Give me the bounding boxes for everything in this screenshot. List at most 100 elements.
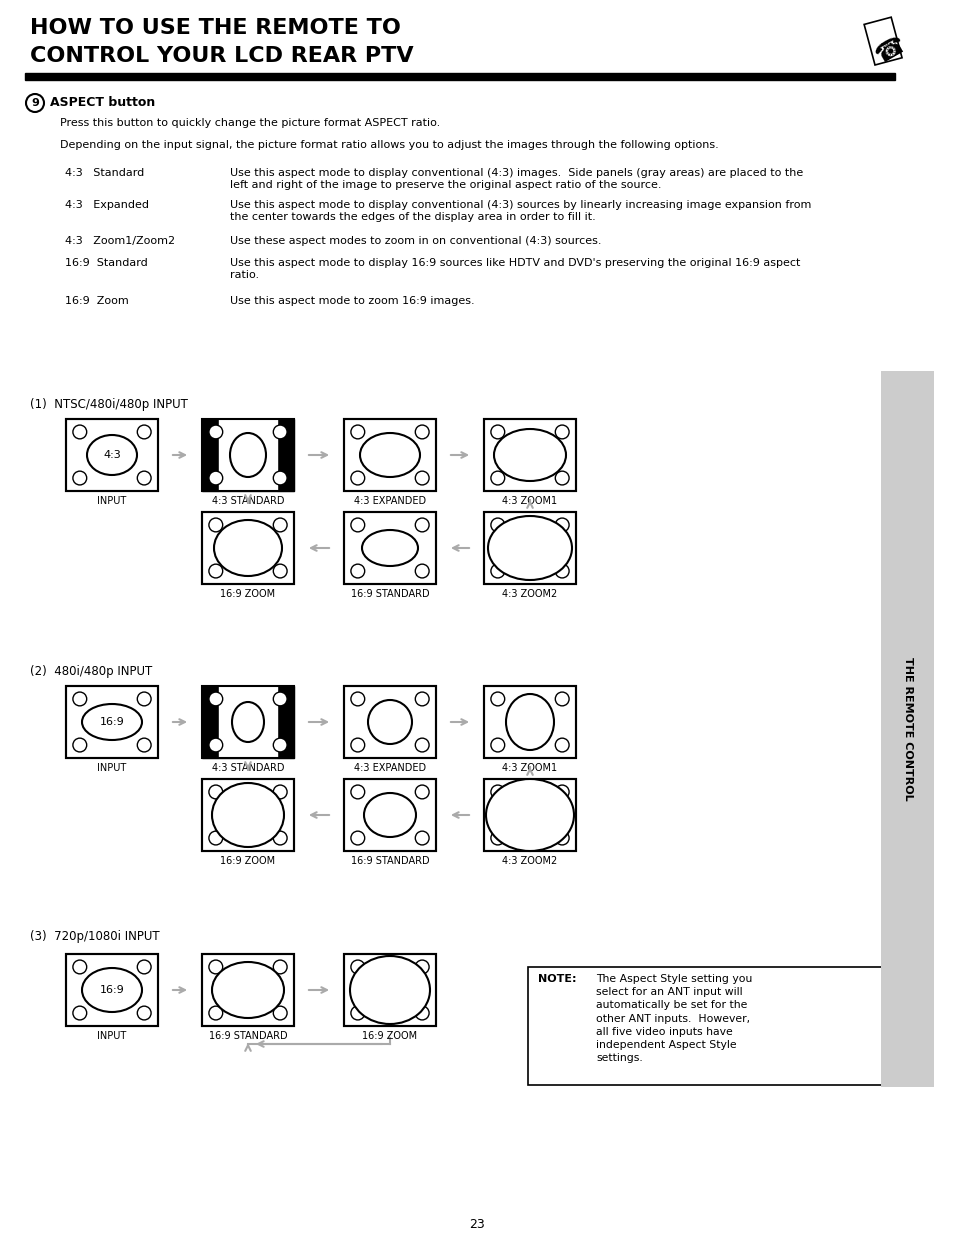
Text: 16:9 ZOOM: 16:9 ZOOM <box>362 1031 417 1041</box>
Circle shape <box>137 471 151 485</box>
Text: HOW TO USE THE REMOTE TO: HOW TO USE THE REMOTE TO <box>30 19 400 38</box>
Circle shape <box>137 425 151 438</box>
Circle shape <box>555 739 569 752</box>
Circle shape <box>273 425 287 438</box>
Circle shape <box>209 471 222 485</box>
Ellipse shape <box>494 429 565 480</box>
Circle shape <box>491 785 504 799</box>
Circle shape <box>72 425 87 438</box>
Circle shape <box>415 517 429 532</box>
Ellipse shape <box>212 962 284 1018</box>
Circle shape <box>209 831 222 845</box>
Text: 9: 9 <box>31 98 39 107</box>
Bar <box>344 953 436 1026</box>
Bar <box>344 953 436 1026</box>
Ellipse shape <box>87 435 137 475</box>
Bar <box>25 73 894 80</box>
Text: Use this aspect mode to display conventional (4:3) sources by linearly increasin: Use this aspect mode to display conventi… <box>230 200 810 221</box>
Ellipse shape <box>82 968 142 1011</box>
Circle shape <box>491 739 504 752</box>
Text: Use this aspect mode to zoom 16:9 images.: Use this aspect mode to zoom 16:9 images… <box>230 296 475 306</box>
Bar <box>202 513 294 584</box>
Text: ASPECT button: ASPECT button <box>50 95 155 109</box>
Bar <box>483 779 576 851</box>
Bar <box>66 685 158 758</box>
Bar <box>66 419 158 492</box>
Text: 16:9 STANDARD: 16:9 STANDARD <box>209 1031 287 1041</box>
Circle shape <box>351 564 364 578</box>
Text: 4:3 EXPANDED: 4:3 EXPANDED <box>354 763 426 773</box>
Circle shape <box>415 471 429 485</box>
Circle shape <box>273 739 287 752</box>
Bar <box>202 513 294 584</box>
Text: Press this button to quickly change the picture format ASPECT ratio.: Press this button to quickly change the … <box>60 119 439 128</box>
Circle shape <box>415 1007 429 1020</box>
Circle shape <box>209 692 222 706</box>
Text: 4:3 ZOOM2: 4:3 ZOOM2 <box>502 589 558 599</box>
Text: Depending on the input signal, the picture format ratio allows you to adjust the: Depending on the input signal, the pictu… <box>60 140 718 149</box>
Bar <box>863 17 902 65</box>
Circle shape <box>351 831 364 845</box>
Text: 4:3 STANDARD: 4:3 STANDARD <box>212 763 284 773</box>
Text: 4:3 STANDARD: 4:3 STANDARD <box>212 496 284 506</box>
Ellipse shape <box>230 433 266 477</box>
Circle shape <box>491 692 504 706</box>
Circle shape <box>209 960 222 974</box>
Ellipse shape <box>213 520 282 576</box>
Bar <box>483 419 576 492</box>
Bar <box>66 419 158 492</box>
Circle shape <box>273 1007 287 1020</box>
Circle shape <box>555 564 569 578</box>
Text: 16:9  Standard: 16:9 Standard <box>65 258 148 268</box>
Text: (3)  720p/1080i INPUT: (3) 720p/1080i INPUT <box>30 930 159 944</box>
Ellipse shape <box>212 783 284 847</box>
Text: (2)  480i/480p INPUT: (2) 480i/480p INPUT <box>30 664 152 678</box>
Circle shape <box>415 960 429 974</box>
Circle shape <box>72 471 87 485</box>
Bar <box>344 419 436 492</box>
Text: Use this aspect mode to display conventional (4:3) images.  Side panels (gray ar: Use this aspect mode to display conventi… <box>230 168 802 190</box>
Circle shape <box>555 517 569 532</box>
Circle shape <box>415 785 429 799</box>
Bar <box>66 685 158 758</box>
Circle shape <box>273 960 287 974</box>
Bar <box>483 685 576 758</box>
Bar <box>344 419 436 492</box>
Circle shape <box>137 1007 151 1020</box>
Circle shape <box>351 517 364 532</box>
Ellipse shape <box>505 694 554 750</box>
Ellipse shape <box>82 704 142 740</box>
Bar <box>483 513 576 584</box>
Circle shape <box>351 1007 364 1020</box>
Circle shape <box>273 517 287 532</box>
Ellipse shape <box>368 700 412 743</box>
Circle shape <box>555 785 569 799</box>
Circle shape <box>273 564 287 578</box>
Bar <box>202 779 294 851</box>
Text: 4:3   Zoom1/Zoom2: 4:3 Zoom1/Zoom2 <box>65 236 175 246</box>
Ellipse shape <box>232 701 264 742</box>
Ellipse shape <box>359 433 419 477</box>
Circle shape <box>137 960 151 974</box>
Circle shape <box>209 739 222 752</box>
Text: INPUT: INPUT <box>97 1031 127 1041</box>
Text: (1)  NTSC/480i/480p INPUT: (1) NTSC/480i/480p INPUT <box>30 398 188 411</box>
Bar <box>202 779 294 851</box>
Circle shape <box>209 1007 222 1020</box>
Bar <box>66 953 158 1026</box>
Bar <box>202 953 294 1026</box>
Circle shape <box>72 1007 87 1020</box>
Text: Use this aspect mode to display 16:9 sources like HDTV and DVD's preserving the : Use this aspect mode to display 16:9 sou… <box>230 258 800 279</box>
Text: INPUT: INPUT <box>97 496 127 506</box>
Text: 4:3 ZOOM1: 4:3 ZOOM1 <box>502 763 557 773</box>
Text: INPUT: INPUT <box>97 763 127 773</box>
Circle shape <box>273 692 287 706</box>
Ellipse shape <box>364 793 416 837</box>
Text: 23: 23 <box>469 1218 484 1231</box>
Text: 4:3 EXPANDED: 4:3 EXPANDED <box>354 496 426 506</box>
Circle shape <box>209 517 222 532</box>
Bar <box>483 685 576 758</box>
Circle shape <box>415 564 429 578</box>
Circle shape <box>72 692 87 706</box>
Circle shape <box>351 425 364 438</box>
